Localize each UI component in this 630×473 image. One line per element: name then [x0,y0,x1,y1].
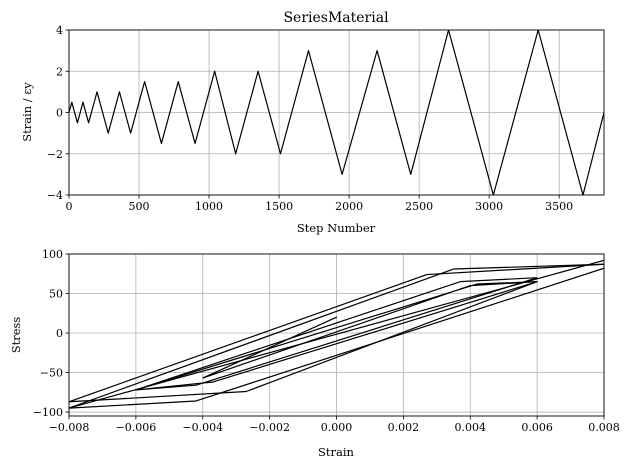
x-tick-label: −0.006 [116,421,157,434]
y-axis-label: Stress [9,317,23,354]
y-tick-label: −50 [40,367,63,380]
y-tick-label: −2 [47,148,63,161]
y-tick-label: 50 [49,288,63,301]
x-tick-label: 1500 [265,200,293,213]
x-tick-label: −0.004 [182,421,223,434]
x-tick-label: 0.004 [455,421,487,434]
x-tick-label: 0.002 [388,421,420,434]
y-tick-label: 4 [56,24,63,37]
x-tick-label: 0.000 [321,421,353,434]
x-tick-label: 2000 [335,200,363,213]
series-line [135,277,538,391]
x-tick-label: 0.006 [521,421,553,434]
x-tick-label: 0.008 [588,421,620,434]
y-tick-label: 2 [56,65,63,78]
series-line [69,263,604,409]
x-axis-label: Strain [318,445,355,459]
y-tick-label: 0 [56,327,63,340]
series-line [202,316,338,379]
x-tick-label: 500 [129,200,150,213]
x-tick-label: −0.002 [249,421,290,434]
series-line [69,263,604,403]
stress-strain-chart: −0.008 −0.006 −0.004 −0.002 0.000 0.002 0.004 0… [9,248,620,459]
x-tick-label: 0 [66,200,73,213]
series-line [69,259,604,409]
y-tick-label: 0 [56,107,63,120]
x-tick-label: 3000 [475,200,503,213]
y-tick-label: 100 [42,248,63,261]
strain-history-chart: SeriesMaterial 0 500 1000 1500 2000 2500 3000 3… [20,10,605,235]
y-tick-label: −4 [47,189,63,202]
y-axis-label: Strain / εy [20,82,34,142]
x-tick-label: 1000 [195,200,223,213]
x-axis-label: Step Number [297,221,376,235]
x-tick-label: 3500 [545,200,573,213]
x-tick-label: 2500 [405,200,433,213]
x-tick-label: −0.008 [49,421,90,434]
series-line [69,30,604,195]
y-tick-label: −100 [33,406,63,419]
chart-title: SeriesMaterial [283,10,389,26]
